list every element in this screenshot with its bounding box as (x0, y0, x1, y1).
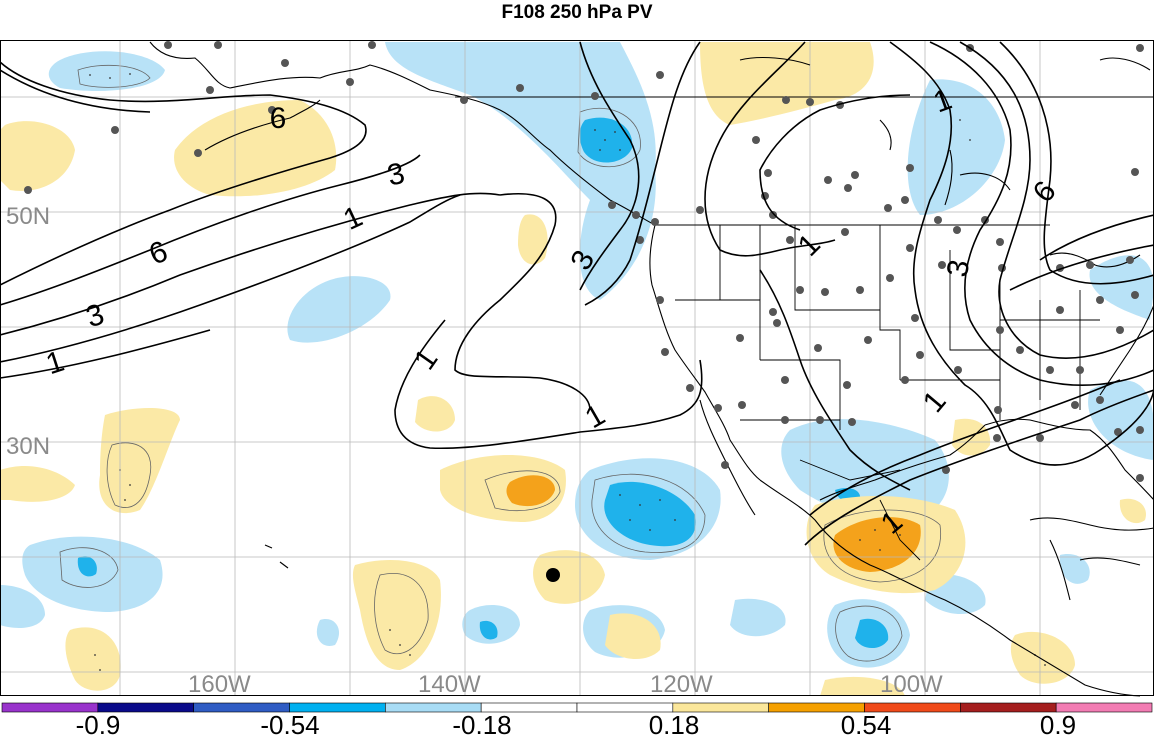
colorbar-tick-label: -0.18 (452, 710, 511, 739)
positive-anomaly-core (506, 475, 921, 572)
lon-label-160w: 160W (188, 671, 251, 698)
colorbar-tick-label: -0.9 (76, 710, 121, 739)
gridline-labels: 50N 30N 160W 140W 120W 100W (6, 203, 943, 698)
anomaly-contours (59, 65, 942, 662)
chart-title: F108 250 hPa PV (501, 2, 653, 23)
coastlines (149, 41, 1154, 697)
contour-label: 6 (270, 102, 287, 135)
contour-label: 3 (384, 157, 407, 193)
lon-label-100w: 100W (880, 671, 943, 698)
colorbar-tick-label: 0.54 (841, 710, 892, 739)
colorbar-labels: -0.9 -0.54 -0.18 0.18 0.54 0.9 (76, 710, 1076, 739)
colorbar-tick-label: 0.9 (1040, 710, 1076, 739)
colorbar-swatch (1055, 702, 1153, 713)
colorbar-tick-label: 0.18 (649, 710, 700, 739)
location-marker (546, 568, 560, 582)
lat-label-30n: 30N (6, 433, 50, 460)
pv-contours (0, 41, 1154, 546)
lon-label-140w: 140W (418, 671, 481, 698)
lon-label-120w: 120W (650, 671, 713, 698)
lat-label-50n: 50N (6, 203, 50, 230)
colorbar-tick-label: -0.54 (260, 710, 319, 739)
contour-label: 3 (941, 257, 976, 279)
colorbar (1, 702, 1153, 713)
